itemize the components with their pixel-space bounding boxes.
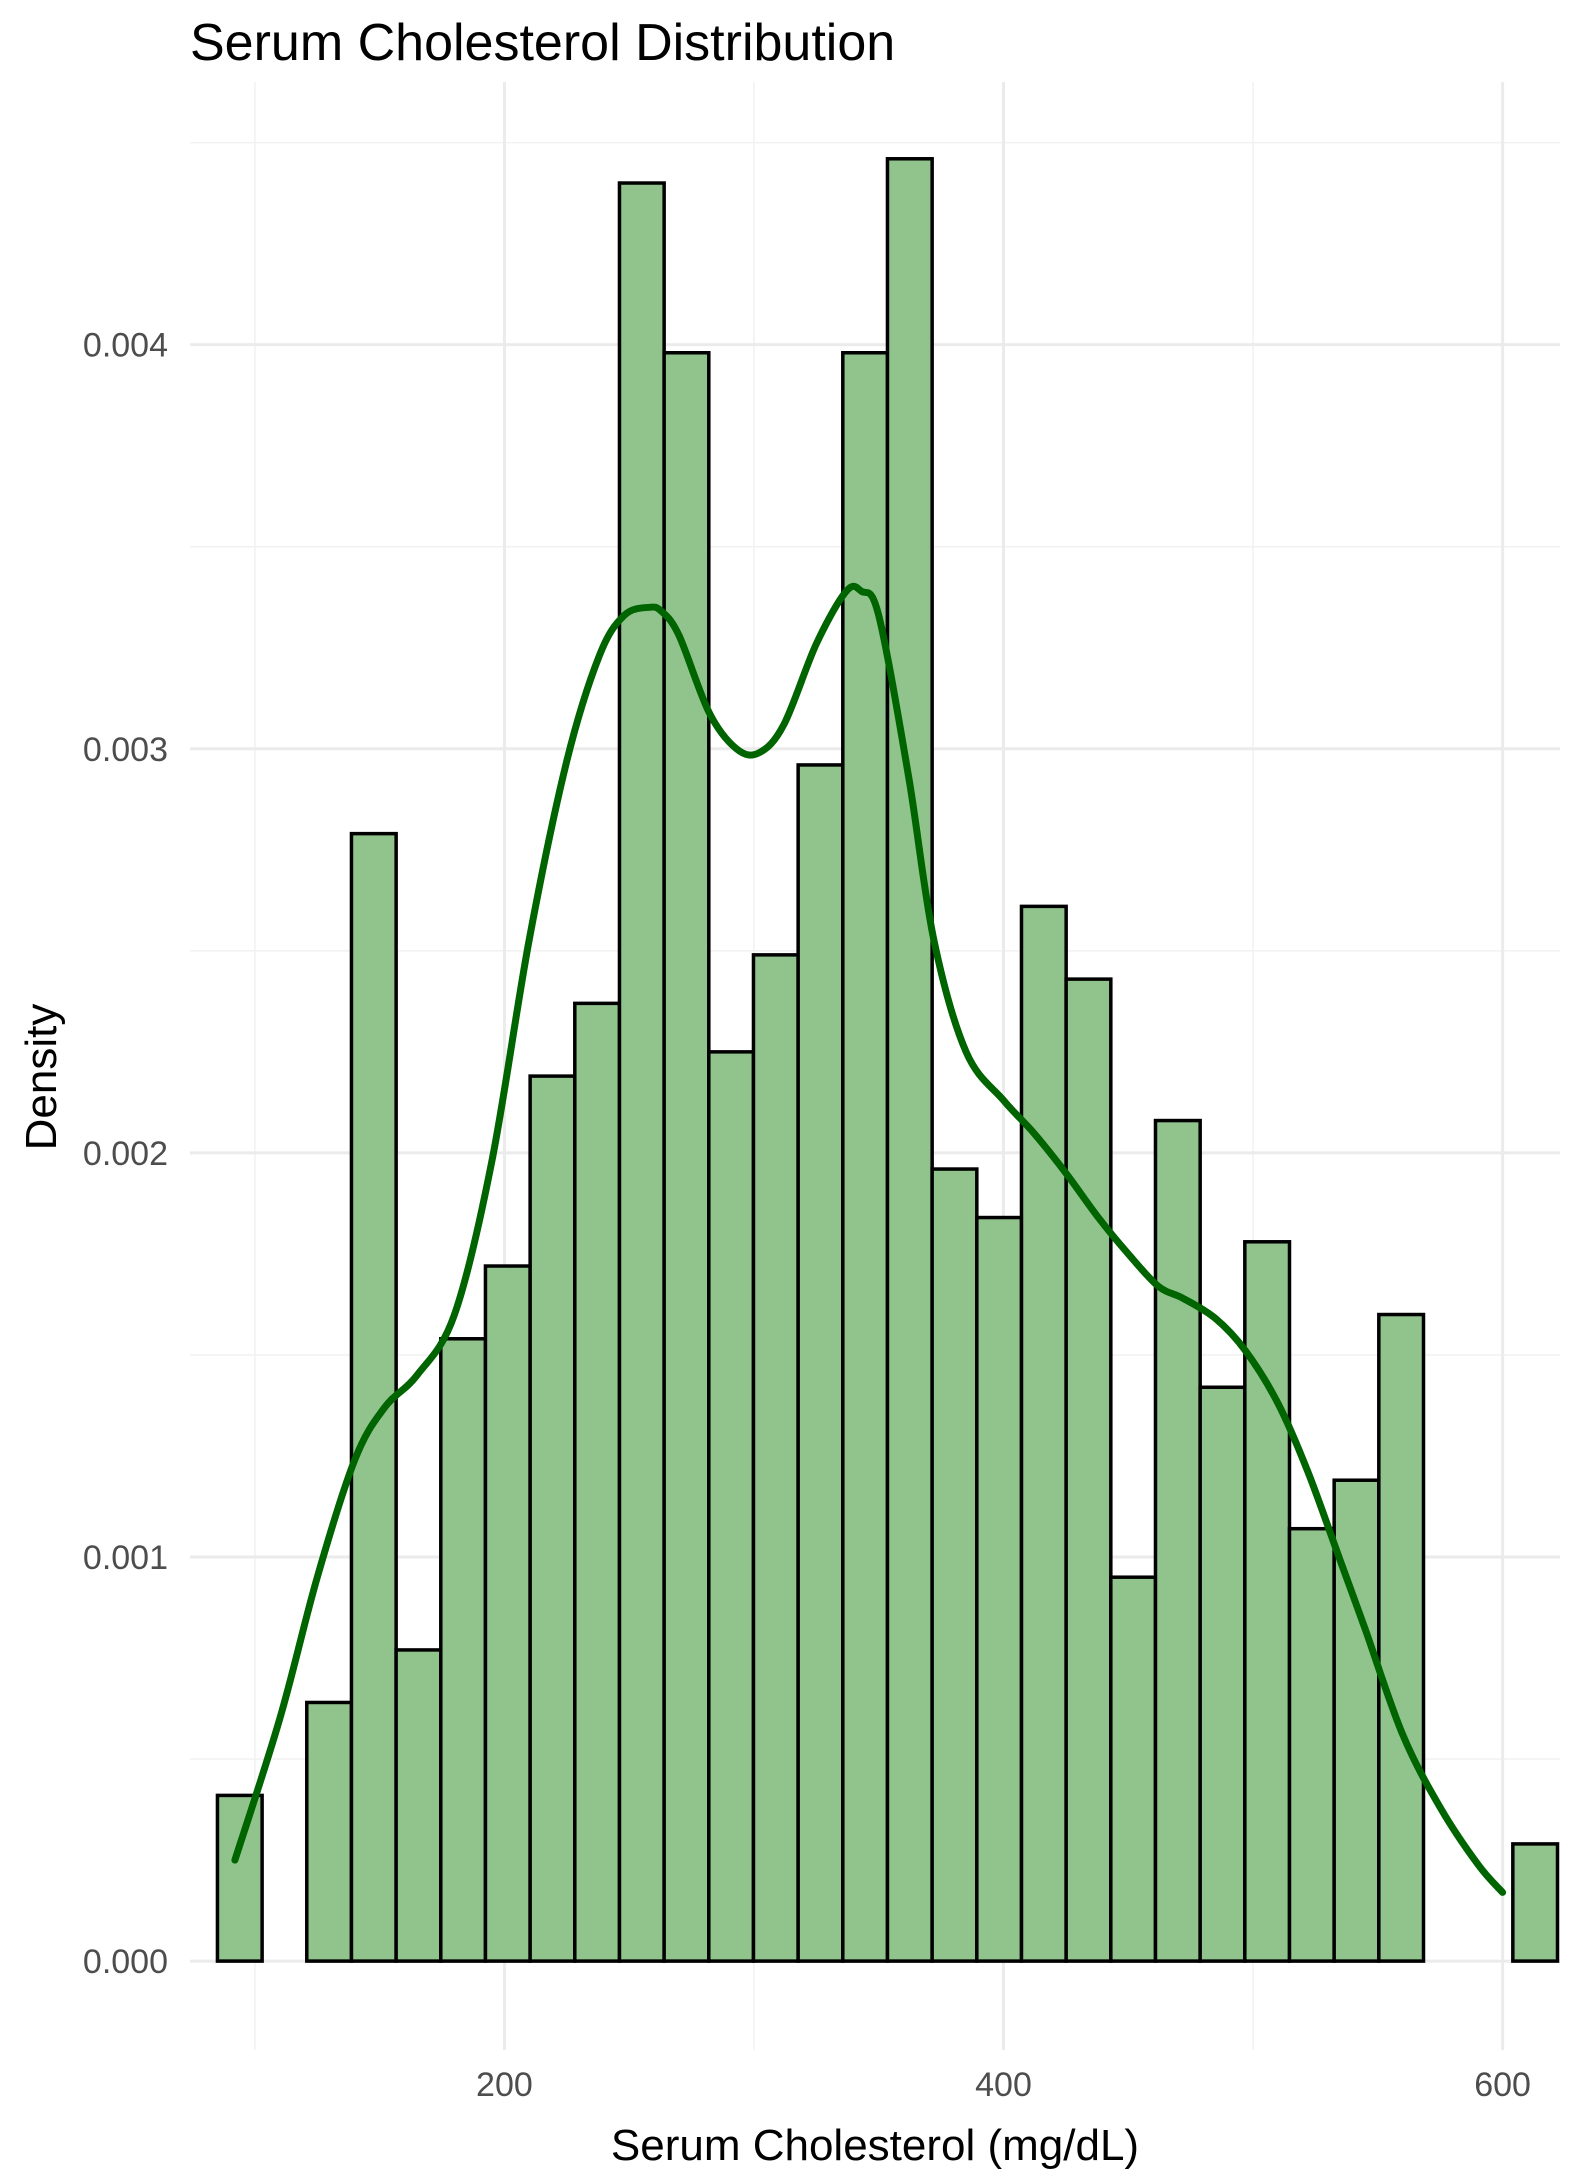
histogram-bar bbox=[1287, 1526, 1336, 1963]
histogram-bar bbox=[617, 181, 666, 1963]
y-axis-title: Density bbox=[17, 1004, 66, 1151]
histogram-bar bbox=[1377, 1312, 1426, 1963]
x-tick-label: 200 bbox=[476, 2066, 533, 2104]
y-axis-ticks: 0.000 0.001 0.002 0.003 0.004 bbox=[83, 327, 168, 1981]
y-tick-label: 0.003 bbox=[83, 731, 168, 769]
histogram-bar bbox=[841, 351, 890, 1963]
histogram-bars bbox=[215, 157, 1560, 1963]
chart-title: Serum Cholesterol Distribution bbox=[190, 14, 895, 72]
histogram-bar bbox=[439, 1337, 488, 1963]
histogram-bar bbox=[1153, 1118, 1202, 1963]
density-curve bbox=[231, 582, 1507, 1896]
y-tick-label: 0.002 bbox=[83, 1135, 168, 1173]
histogram-bar bbox=[930, 1167, 979, 1963]
histogram-bar bbox=[483, 1264, 532, 1963]
histogram-bar bbox=[1109, 1575, 1158, 1963]
x-tick-label: 600 bbox=[1474, 2066, 1531, 2104]
histogram-bar bbox=[751, 953, 800, 1963]
histogram-bar bbox=[662, 351, 711, 1963]
histogram-bar bbox=[1243, 1240, 1292, 1963]
y-tick-label: 0.004 bbox=[83, 327, 168, 365]
histogram-bar bbox=[305, 1700, 354, 1963]
histogram-bar bbox=[707, 1050, 756, 1963]
histogram-bar bbox=[885, 157, 934, 1963]
histogram-bar bbox=[1511, 1842, 1560, 1963]
x-axis-ticks: 200 400 600 bbox=[476, 2066, 1531, 2104]
y-tick-label: 0.000 bbox=[83, 1943, 168, 1981]
histogram-bar bbox=[215, 1793, 264, 1963]
y-tick-label: 0.001 bbox=[83, 1539, 168, 1577]
histogram-bar bbox=[528, 1074, 577, 1963]
histogram-bar bbox=[1198, 1385, 1247, 1963]
x-tick-label: 400 bbox=[975, 2066, 1032, 2104]
histogram-bar bbox=[796, 763, 845, 1963]
histogram-bar bbox=[975, 1215, 1024, 1963]
histogram-bar bbox=[1064, 977, 1113, 1963]
histogram-bar bbox=[573, 1001, 622, 1963]
histogram-bar bbox=[349, 831, 398, 1963]
x-axis-title: Serum Cholesterol (mg/dL) bbox=[611, 2121, 1139, 2170]
histogram-bar bbox=[1019, 904, 1068, 1963]
histogram-bar bbox=[394, 1648, 443, 1963]
